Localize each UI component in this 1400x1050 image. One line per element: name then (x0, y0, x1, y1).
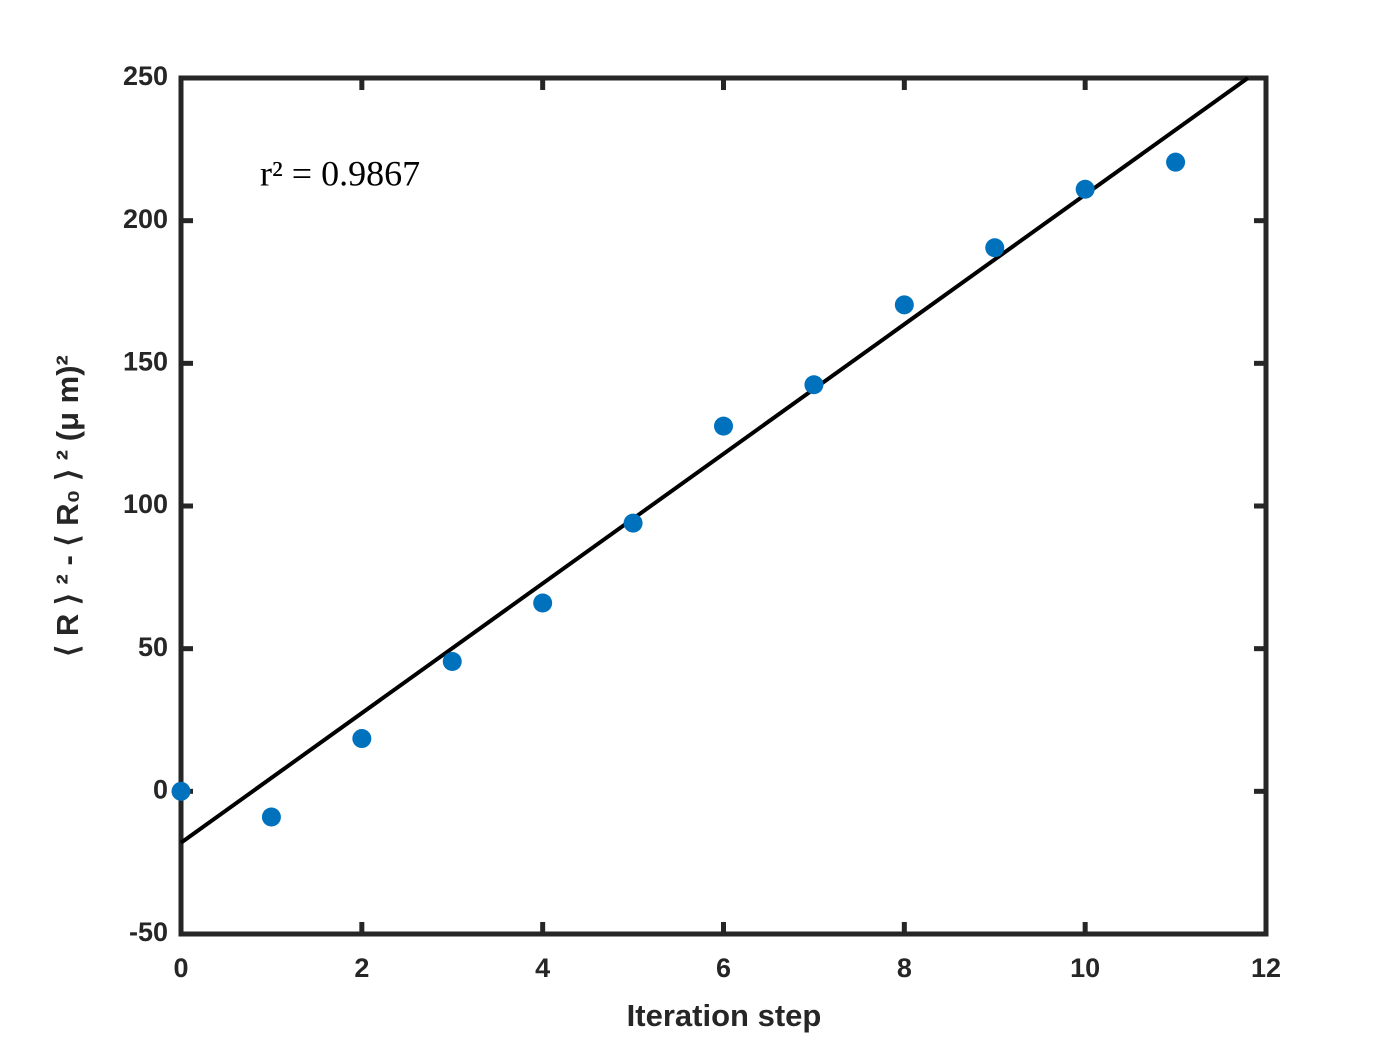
point (171, 781, 191, 801)
point (352, 729, 372, 749)
y-axis-label: ⟨ R ⟩ ² - ⟨ R₀ ⟩ ² (μ m)² (50, 355, 85, 657)
point (985, 238, 1005, 258)
axes-box (178, 75, 1269, 937)
point (894, 295, 914, 315)
x-tick-label: 0 (173, 953, 188, 983)
y-tick-label: 100 (123, 489, 168, 519)
y-tick-label: 50 (138, 632, 168, 662)
x-tick-label: 4 (535, 953, 550, 983)
y-tick-label: 200 (123, 204, 168, 234)
y-tick-label: -50 (129, 917, 168, 947)
point (714, 416, 733, 436)
x-tick-label: 12 (1251, 953, 1281, 983)
point (623, 513, 643, 533)
annotation: r² = 0.9867 (260, 153, 420, 193)
point (804, 375, 824, 395)
point (1075, 179, 1095, 199)
x-axis-label: Iteration step (627, 998, 822, 1033)
x-tick-label: 10 (1070, 953, 1100, 983)
x-tick-label: 6 (716, 953, 731, 983)
y-tick-label: 0 (153, 774, 168, 804)
point (442, 652, 462, 672)
point (533, 593, 553, 613)
y-tick-label: 250 (123, 61, 168, 91)
y-tick-label: 150 (123, 346, 168, 376)
x-tick-label: 2 (354, 953, 369, 983)
x-tick-label: 8 (897, 953, 912, 983)
fit-line (179, 76, 1250, 845)
point (1166, 152, 1186, 172)
point (261, 807, 281, 827)
